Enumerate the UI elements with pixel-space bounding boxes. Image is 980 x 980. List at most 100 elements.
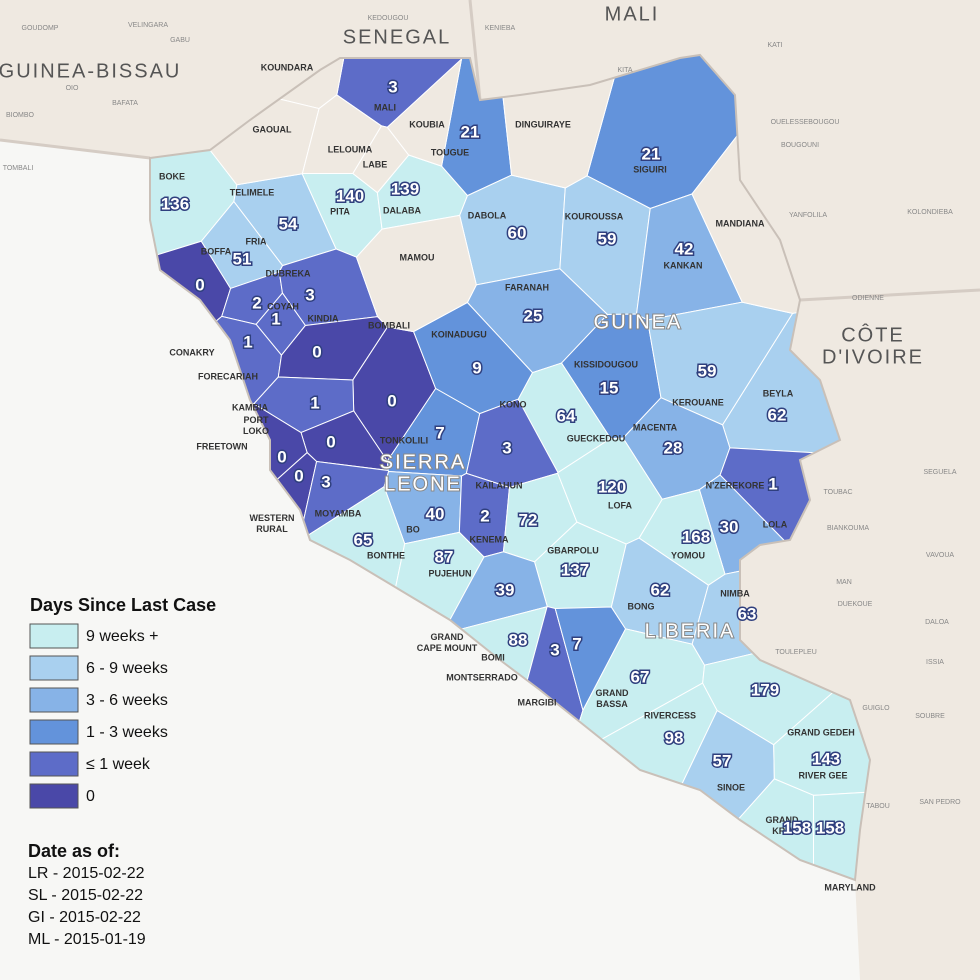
place-label: TABOU <box>866 803 890 810</box>
days-label: 2 <box>252 293 261 312</box>
district-name: CAPE MOUNT <box>417 643 478 653</box>
country-label: SIERRA <box>380 451 466 473</box>
district-name: MARYLAND <box>824 882 876 892</box>
days-label: 65 <box>354 530 373 549</box>
days-label: 59 <box>698 361 717 380</box>
place-label: KENIEBA <box>485 25 516 32</box>
district-name: GRAND GEDEH <box>787 727 855 737</box>
date-line: ML - 2015-01-19 <box>28 931 146 948</box>
days-label: 62 <box>651 580 670 599</box>
district-name: TONKOLILI <box>380 435 428 445</box>
place-label: KITA <box>617 67 632 74</box>
inactive-district <box>352 125 410 194</box>
days-label: 3 <box>388 77 397 96</box>
place-label: GUIGLO <box>862 705 890 712</box>
days-label: 87 <box>435 547 454 566</box>
district-name: BASSA <box>596 699 628 709</box>
days-label: 64 <box>557 406 576 425</box>
days-label: 179 <box>751 680 779 699</box>
district-name: GBARPOLU <box>547 545 599 555</box>
district-name: BEYLA <box>763 388 794 398</box>
days-label: 67 <box>631 667 650 686</box>
district-name: MAMOU <box>400 252 435 262</box>
inactive-district <box>386 57 463 167</box>
district-name: LELOUMA <box>328 144 373 154</box>
inactive-district <box>301 94 383 174</box>
district-name: BOMI <box>481 652 505 662</box>
days-label: 7 <box>435 423 444 442</box>
place-label: ISSIA <box>926 659 944 666</box>
district-name: KRU <box>772 826 792 836</box>
days-label: 42 <box>675 239 694 258</box>
days-label: 21 <box>642 144 661 163</box>
district-name: DALABA <box>383 205 421 215</box>
district-name: KEROUANE <box>672 397 724 407</box>
days-label: 30 <box>720 517 739 536</box>
days-label: 137 <box>561 560 589 579</box>
place-label: KEDOUGOU <box>368 15 409 22</box>
district-name: LOFA <box>608 500 632 510</box>
days-label: 15 <box>600 378 619 397</box>
legend-label: 0 <box>86 788 95 805</box>
district-name: KAILAHUN <box>476 480 523 490</box>
district-name: SINOE <box>717 782 745 792</box>
days-label: 62 <box>768 405 787 424</box>
place-label: DALOA <box>925 619 949 626</box>
district-name: MOYAMBA <box>315 508 362 518</box>
place-label: SOUBRE <box>915 713 945 720</box>
days-label: 120 <box>598 477 626 496</box>
days-label: 21 <box>461 122 480 141</box>
district-name: TELIMELE <box>230 187 275 197</box>
place-label: KATI <box>767 42 782 49</box>
country-label: GUINEA <box>594 311 683 333</box>
place-label: GABU <box>170 37 190 44</box>
district-name: MANDIANA <box>716 218 765 228</box>
district-name: BOKE <box>159 171 185 181</box>
place-label: ODIENNE <box>852 295 884 302</box>
country-label: CÔTE <box>841 323 905 346</box>
district-name: DUBREKA <box>266 268 312 278</box>
days-label: 51 <box>233 249 252 268</box>
district-name: SIGUIRI <box>633 164 667 174</box>
country-label: GUINEA-BISSAU <box>0 60 181 82</box>
days-label: 59 <box>598 229 617 248</box>
district-name: COYAH <box>267 301 299 311</box>
place-label: TOMBALI <box>3 165 34 172</box>
days-label: 54 <box>279 214 298 233</box>
days-label: 98 <box>665 728 684 747</box>
country-label: MALI <box>605 3 660 25</box>
legend-swatch <box>29 687 79 713</box>
legend-swatch <box>29 783 79 809</box>
district-name: BONTHE <box>367 550 405 560</box>
days-label: 39 <box>496 580 515 599</box>
date-line: LR - 2015-02-22 <box>28 865 145 882</box>
days-label: 3 <box>321 472 330 491</box>
border <box>799 288 980 302</box>
district-name: FARANAH <box>505 282 549 292</box>
place-label: YANFOLILA <box>789 212 827 219</box>
district-name: BOFFA <box>201 246 232 256</box>
district-name: PUJEHUN <box>428 568 471 578</box>
district-name: MONTSERRADO <box>446 672 518 682</box>
days-label: 140 <box>336 186 364 205</box>
district-name: DABOLA <box>468 210 507 220</box>
district-name: CONAKRY <box>169 347 214 357</box>
district-name: MACENTA <box>633 422 678 432</box>
country-label: LIBERIA <box>645 620 736 642</box>
district-name: KOUBIA <box>409 119 445 129</box>
days-label: 2 <box>480 506 489 525</box>
days-label: 9 <box>472 358 481 377</box>
days-label: 0 <box>294 466 303 485</box>
days-label: 0 <box>312 342 321 361</box>
border <box>0 138 151 160</box>
days-label: 136 <box>161 194 189 213</box>
days-label: 139 <box>391 179 419 198</box>
district-name: NIMBA <box>720 588 750 598</box>
days-label: 72 <box>519 510 538 529</box>
district-name: FREETOWN <box>196 441 247 451</box>
days-label: 3 <box>550 640 559 659</box>
days-label: 0 <box>387 391 396 410</box>
sea <box>0 140 860 980</box>
